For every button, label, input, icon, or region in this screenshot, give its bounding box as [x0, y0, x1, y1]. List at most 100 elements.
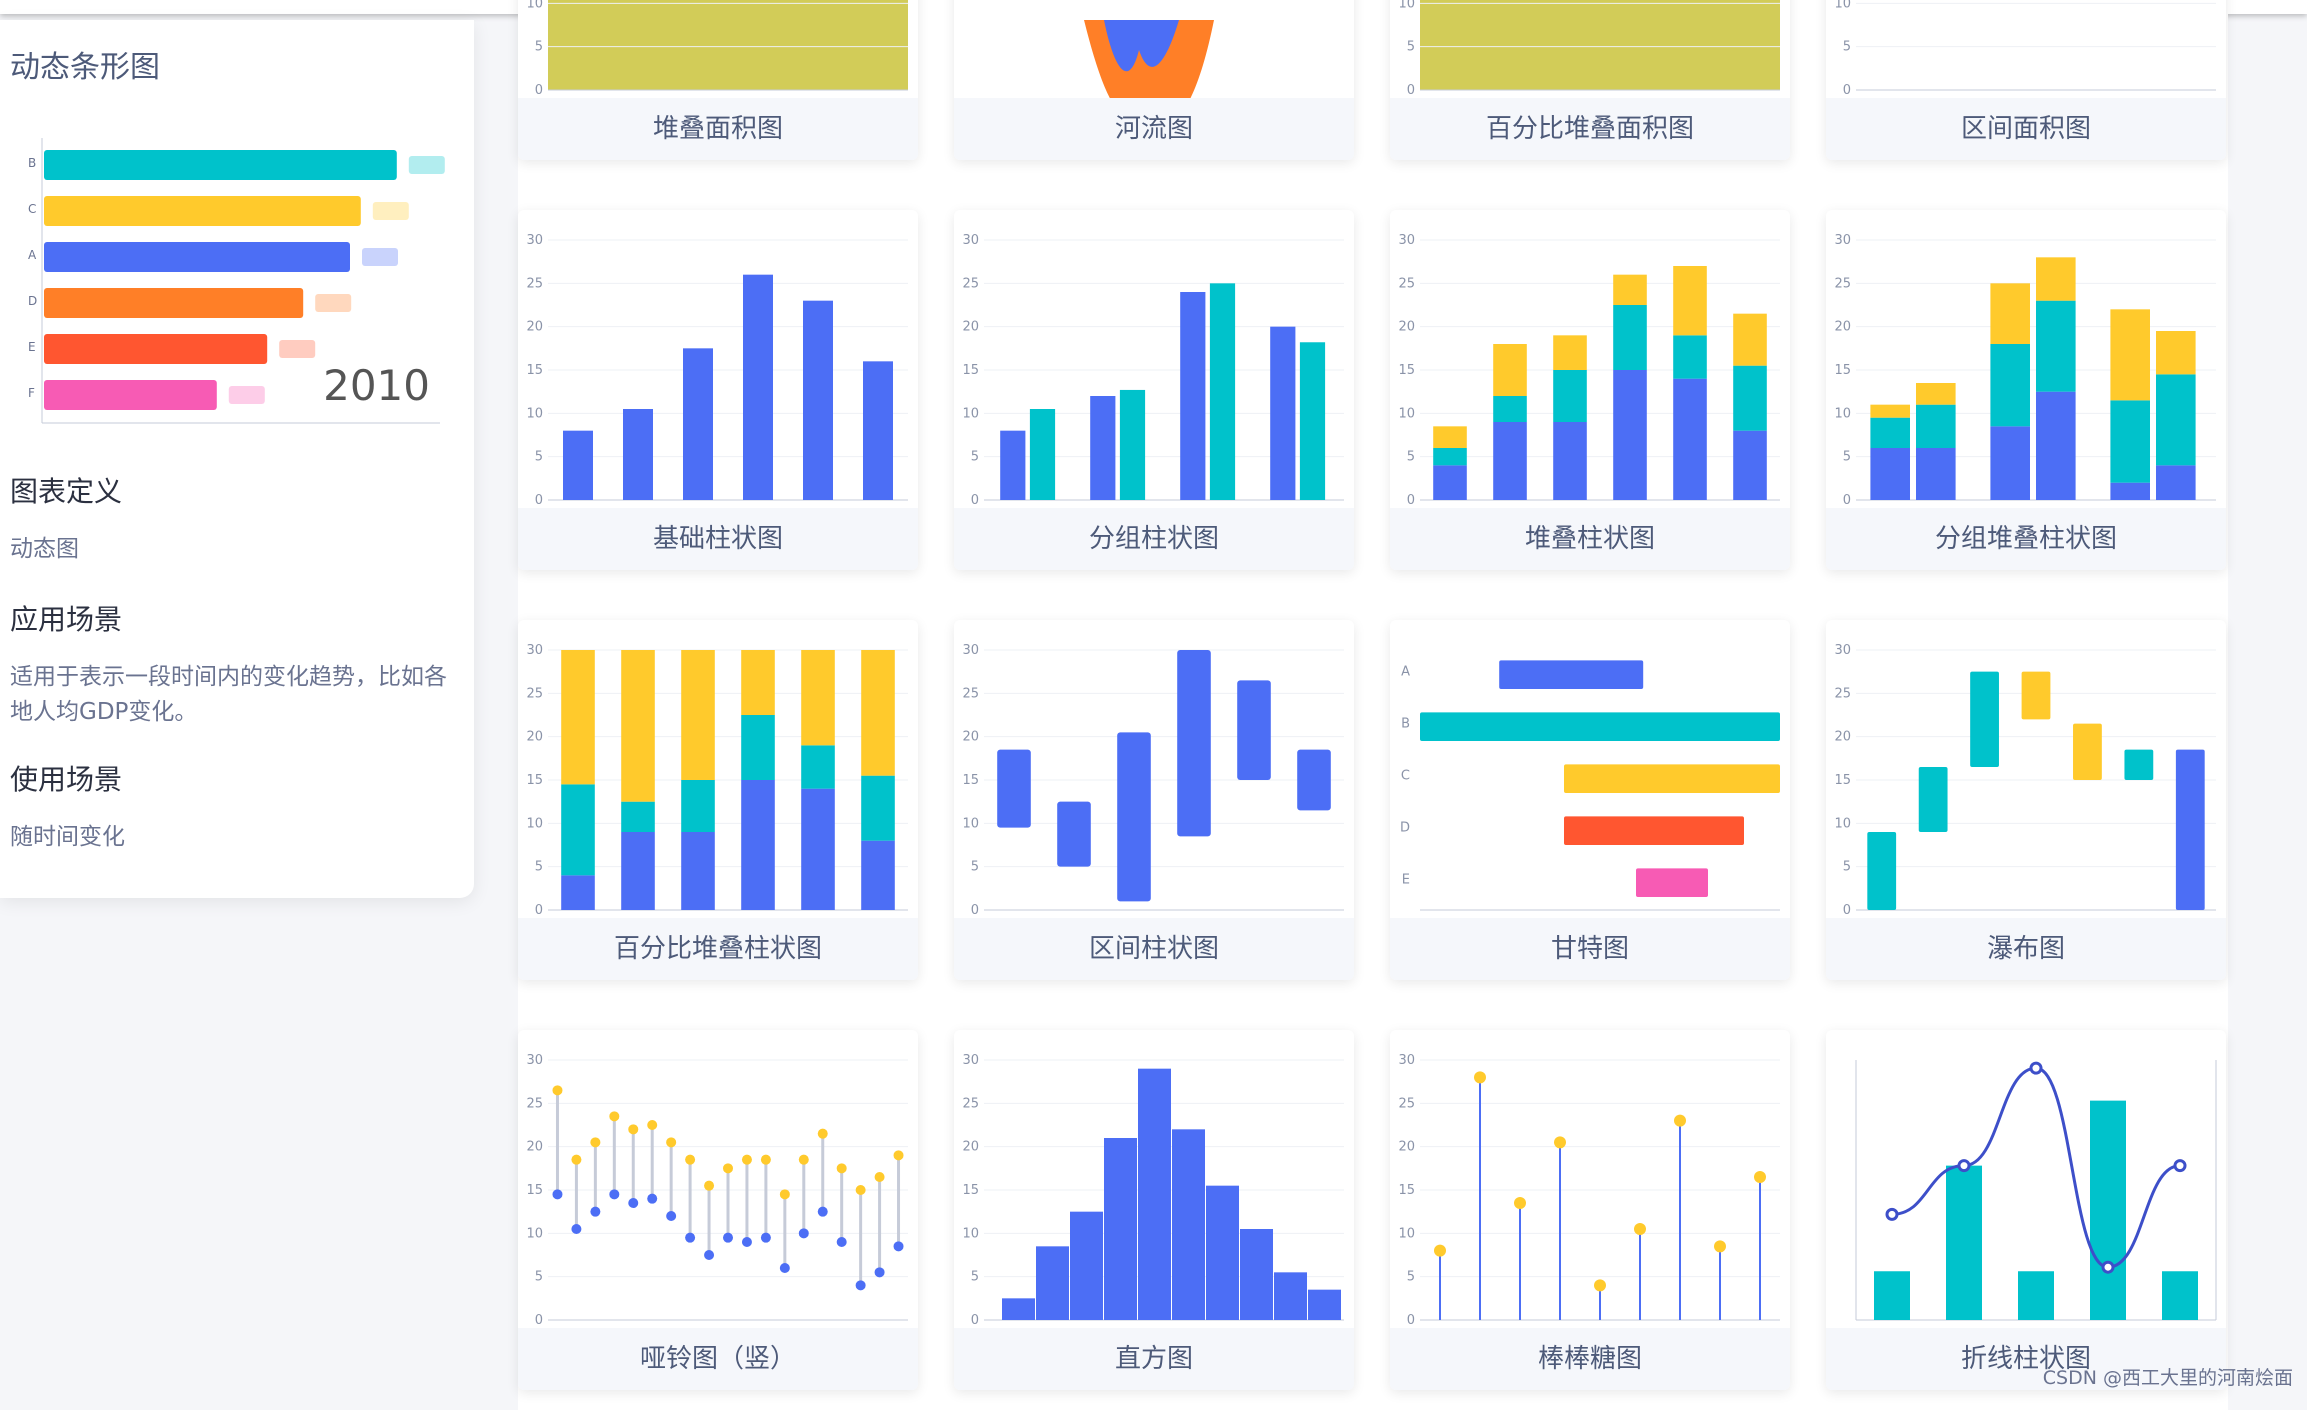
- chart-card[interactable]: 0 5 10 15 20 25 30 瀑布图: [1826, 620, 2226, 980]
- stacked-bar-segment: [1870, 404, 1910, 418]
- y-tick-label: C: [1401, 768, 1410, 783]
- stacked-bar-segment: [2036, 391, 2076, 500]
- dumbbell-dot-high: [893, 1150, 904, 1161]
- detail-sidebar: 动态条形图 B C A D E F 2010 图表定义 动态图 应用场景 适用于表示一段时间…: [0, 20, 474, 898]
- y-tick-label: 5: [535, 450, 543, 465]
- stacked-bar-segment: [2110, 309, 2150, 401]
- y-tick-label: 0: [1843, 903, 1851, 918]
- stacked-bar-segment: [1916, 383, 1956, 405]
- y-tick-label: 5: [1407, 1270, 1415, 1285]
- y-tick-label: 30: [1834, 233, 1851, 248]
- stacked-bar-segment: [1733, 430, 1767, 500]
- chart-card-label: 百分比堆叠柱状图: [518, 918, 918, 980]
- bar: [1299, 342, 1326, 500]
- chart-card[interactable]: 051015202530堆叠面积图: [518, 0, 918, 160]
- stacked-bar-segment: [1990, 283, 2030, 344]
- stacked-bar-segment: [861, 650, 895, 776]
- section-text-usage: 随时间变化: [10, 824, 125, 850]
- y-tick-label: 10: [1398, 406, 1415, 421]
- lollipop-dot: [1514, 1197, 1526, 1209]
- dumbbell-dot-low: [836, 1237, 847, 1247]
- y-tick-label: 10: [1398, 0, 1415, 11]
- y-tick-label: 20: [526, 730, 543, 745]
- range-bar: [1117, 732, 1151, 902]
- y-tick-label: 25: [1834, 276, 1851, 291]
- dumbbell-dot-low: [685, 1232, 696, 1243]
- dumbbell-dot-low: [704, 1250, 715, 1260]
- line-point: [2173, 1159, 2187, 1173]
- preview-year: 2010: [323, 361, 430, 410]
- stacked-bar-segment: [2036, 257, 2076, 301]
- stacked-bar-segment: [621, 832, 655, 910]
- y-tick-label: 15: [962, 363, 979, 378]
- chart-card[interactable]: 0 5 10 15 20 25 30 分组柱状图: [954, 210, 1354, 570]
- y-tick-label: 5: [535, 40, 543, 55]
- dumbbell-dot-high: [760, 1154, 771, 1165]
- chart-card[interactable]: 0 5 10 15 20 25 30 分组堆叠柱状图: [1826, 210, 2226, 570]
- chart-card[interactable]: 0 5 10 15 20 25 30 基础柱状图: [518, 210, 918, 570]
- dumbbell-dot-high: [609, 1111, 620, 1122]
- line-point: [2101, 1260, 2115, 1274]
- stacked-bar-segment: [1870, 417, 1910, 448]
- y-tick-label: 5: [1407, 450, 1415, 465]
- y-tick-label: E: [1402, 872, 1410, 887]
- chart-card-label: 直方图: [954, 1328, 1354, 1390]
- y-tick-label: 30: [962, 233, 979, 248]
- chart-card-label: 基础柱状图: [518, 508, 918, 570]
- y-tick-label: 10: [962, 816, 979, 831]
- y-tick-label: 0: [971, 903, 979, 918]
- dumbbell-dot-low: [893, 1241, 904, 1252]
- chart-card[interactable]: 051015202530区间面积图: [1826, 0, 2226, 160]
- stacked-bar-segment: [1990, 426, 2030, 500]
- chart-card[interactable]: 0 5 10 15 20 25 30 百分比堆叠柱状图: [518, 620, 918, 980]
- chart-card-label: 折线柱状图: [1826, 1328, 2226, 1390]
- stacked-bar-segment: [2156, 331, 2196, 375]
- stacked-bar-segment: [1433, 448, 1467, 466]
- y-tick-label: 10: [962, 1226, 979, 1241]
- preview-bar: [44, 242, 350, 272]
- chart-card[interactable]: 折线柱状图: [1826, 1030, 2226, 1390]
- lollipop-dot: [1714, 1240, 1726, 1253]
- line-point: [1957, 1159, 1971, 1173]
- y-tick-label: 10: [1834, 816, 1851, 831]
- histogram-bin: [1104, 1138, 1137, 1320]
- dumbbell-dot-high: [798, 1154, 809, 1165]
- dumbbell-dot-low: [874, 1267, 885, 1278]
- stacked-bar-segment: [2110, 400, 2150, 483]
- y-tick-label: 5: [1843, 860, 1851, 875]
- chart-card[interactable]: 0 5 10 15 20 25 30 哑铃图（竖）: [518, 1030, 918, 1390]
- chart-card-label: 堆叠面积图: [518, 98, 918, 160]
- chart-card[interactable]: 0 5 10 15 20 25 30 区间柱状图: [954, 620, 1354, 980]
- chart-card[interactable]: 河流图: [954, 0, 1354, 160]
- bar: [683, 348, 713, 500]
- y-tick-label: 10: [1398, 1226, 1415, 1241]
- lollipop-dot: [1474, 1071, 1486, 1084]
- waterfall-bar: [2175, 749, 2205, 910]
- animated-bar-preview: B C A D E F 2010: [28, 138, 445, 424]
- histogram-bin: [1070, 1211, 1103, 1320]
- chart-card[interactable]: 0 5 10 15 20 25 30 棒棒糖图: [1390, 1030, 1790, 1390]
- chart-card[interactable]: JANFEBMARAPRMAYJUNABCDE甘特图: [1390, 620, 1790, 980]
- y-tick-label: B: [1401, 716, 1410, 731]
- histogram-bin: [1172, 1129, 1205, 1320]
- y-tick-label: 30: [526, 1053, 543, 1068]
- gantt-bar: [1499, 660, 1644, 689]
- bar: [1119, 389, 1146, 500]
- histogram-bin: [1036, 1246, 1069, 1320]
- waterfall-bar: [1970, 671, 1999, 767]
- chart-card[interactable]: 051015202530百分比堆叠面积图: [1390, 0, 1790, 160]
- stacked-bar-segment: [861, 775, 895, 841]
- chart-card[interactable]: 0 5 10 15 20 25 30 直方图: [954, 1030, 1354, 1390]
- stacked-bar-segment: [1433, 426, 1467, 448]
- stacked-bar-segment: [2156, 465, 2196, 500]
- histogram-bin: [1274, 1272, 1307, 1320]
- chart-card[interactable]: 0 5 10 15 20 25 30 堆叠柱状图: [1390, 210, 1790, 570]
- y-tick-label: 15: [962, 1183, 979, 1198]
- stacked-bar-segment: [1553, 335, 1587, 370]
